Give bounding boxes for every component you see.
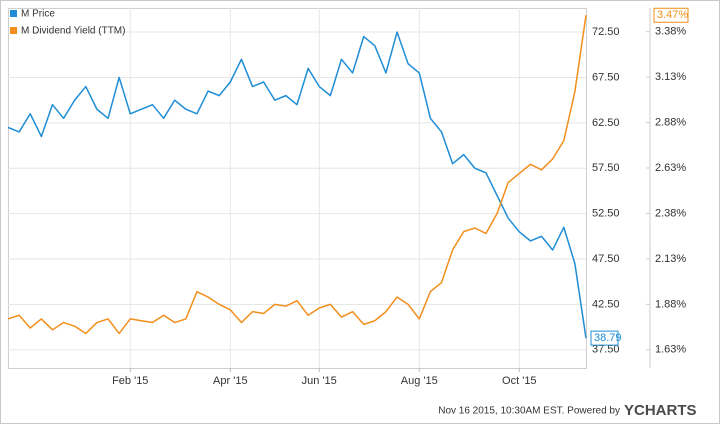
y2-tick-label: 2.88% [655, 116, 686, 128]
end-label: 3.47% [657, 9, 688, 21]
y2-tick-label: 2.13% [655, 253, 686, 265]
y2-tick-label: 2.38% [655, 207, 686, 219]
end-label: 38.79 [594, 332, 622, 344]
y-tick-label: 72.50 [592, 26, 620, 38]
y2-tick-label: 1.63% [655, 344, 686, 356]
end-label-box [653, 7, 689, 23]
y-tick-label: 37.50 [592, 344, 620, 356]
legend-label: M Price [21, 9, 55, 20]
y2-tick-label: 3.13% [655, 71, 686, 83]
legend-label: M Dividend Yield (TTM) [21, 26, 125, 37]
series-line [7, 15, 587, 335]
legend-swatch [10, 10, 17, 17]
series-line [7, 31, 587, 339]
y-tick-label: 42.50 [592, 298, 620, 310]
x-tick-label: Feb '15 [112, 375, 148, 387]
y2-tick-label: 3.38% [655, 26, 686, 38]
y2-tick-label: 2.63% [655, 162, 686, 174]
y-tick-label: 62.50 [592, 117, 620, 129]
x-tick-label: Jun '15 [302, 375, 337, 387]
y2-tick-label: 1.88% [655, 298, 686, 310]
legend-swatch [10, 27, 17, 34]
x-tick-label: Aug '15 [401, 375, 438, 387]
end-label-box [590, 330, 619, 346]
y-tick-label: 52.50 [592, 208, 620, 220]
y-tick-label: 57.50 [592, 162, 620, 174]
source: Nov 16 2015, 10:30AM EST. Powered by [438, 406, 620, 417]
logo: YCHARTS [624, 402, 697, 419]
x-tick-label: Oct '15 [502, 375, 537, 387]
y-tick-label: 47.50 [592, 253, 620, 265]
y-tick-label: 67.50 [592, 71, 620, 83]
x-tick-label: Apr '15 [213, 375, 248, 387]
plot-area [8, 8, 587, 369]
